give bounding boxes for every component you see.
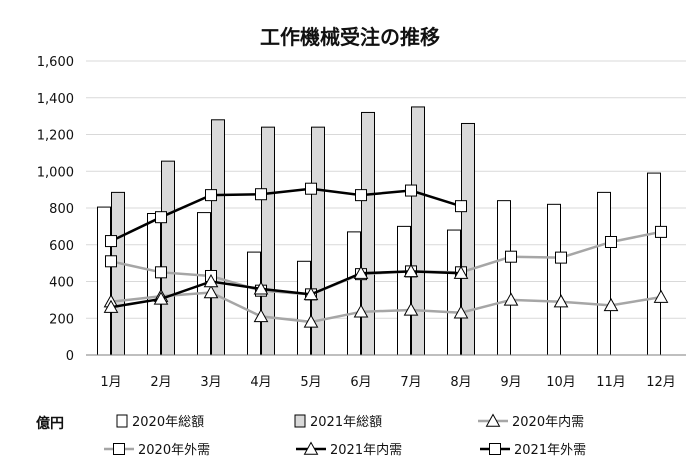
x-tick-label: 11月: [596, 375, 626, 390]
marker-2020年外需: [155, 266, 167, 279]
marker-2021年内需: [153, 291, 169, 305]
legend-label: 2021年総額: [310, 415, 382, 430]
marker-2020年内需: [203, 284, 219, 299]
marker-2021年外需: [155, 211, 167, 224]
legend-swatch-2021年総額: [294, 414, 306, 428]
marker-2021年外需: [205, 189, 217, 202]
series-line-2020年外需: [110, 230, 662, 296]
legend-label: 2020年外需: [138, 443, 210, 458]
bar-2020年総額: [347, 231, 361, 356]
marker-2021年外需: [405, 184, 417, 197]
series-line-2020年内需: [110, 291, 662, 324]
marker-2021年内需: [403, 263, 419, 278]
unit-label: 億円: [36, 415, 64, 432]
legend-swatch-2020年総額: [116, 414, 128, 428]
x-tick-label: 6月: [350, 375, 371, 390]
bar-2020年総額: [297, 260, 311, 356]
x-tick-label: 4月: [250, 375, 271, 390]
marker-2020年外需: [555, 251, 567, 264]
marker-2020年外需: [505, 250, 517, 263]
bar-2021年総額: [461, 122, 475, 356]
x-axis-tick-labels: 1月 2月 3月 4月 5月 6月 7月 8月 9月 10月 11月 12月: [100, 375, 675, 390]
x-tick-label: 9月: [500, 375, 521, 390]
bar-2021年総額: [361, 111, 375, 356]
marker-2020年内需: [653, 289, 669, 303]
legend-marker-2020年外需: [113, 443, 125, 455]
y-tick-label: 400: [49, 276, 74, 291]
y-tick-label: 1,400: [37, 92, 74, 107]
legend-label: 2020年内需: [512, 414, 584, 430]
marker-2020年内需: [253, 308, 269, 323]
marker-2020年内需: [403, 302, 419, 316]
marker-2020年内需: [353, 304, 369, 318]
legend: 2020年総額 2021年総額 2020年内需 2020年外需 2021年内需 2021年…: [104, 413, 586, 458]
bar-2020年総額: [97, 206, 111, 356]
marker-2020年外需: [605, 235, 617, 248]
legend-marker-2020年内需: [485, 413, 501, 427]
marker-2021年内需: [303, 286, 319, 301]
chart-title: 工作機械受注の推移: [260, 25, 440, 49]
marker-2020年内需: [303, 314, 319, 328]
y-tick-label: 1,600: [37, 55, 74, 70]
marker-2021年外需: [105, 235, 117, 248]
marker-2021年内需: [203, 273, 219, 288]
marker-2021年外需: [305, 182, 317, 195]
y-tick-label: 600: [49, 239, 74, 254]
marker-2021年外需: [355, 189, 367, 202]
bar-2020年総額: [247, 251, 261, 356]
marker-2020年内需: [553, 294, 569, 308]
bar-2020年総額: [497, 200, 511, 356]
x-tick-label: 10月: [546, 375, 576, 390]
bar-2020年総額: [447, 229, 461, 356]
bar-2021年総額: [211, 119, 225, 356]
marker-2021年内需: [253, 281, 269, 295]
y-tick-label: 200: [49, 312, 74, 327]
marker-2020年内需: [503, 292, 519, 306]
legend-label: 2021年内需: [330, 442, 402, 458]
bar-2020年総額: [397, 225, 411, 356]
marker-2021年外需: [255, 188, 267, 201]
bar-2021年総額: [161, 160, 175, 356]
x-tick-label: 1月: [100, 375, 121, 390]
legend-marker-2021年内需: [303, 441, 319, 455]
x-tick-label: 2月: [150, 375, 171, 390]
gridlines: [86, 60, 686, 319]
y-tick-label: 1,000: [37, 165, 74, 180]
legend-label: 2021年外需: [514, 443, 586, 458]
marker-2020年内需: [453, 305, 469, 319]
y-tick-label: 1,200: [37, 129, 74, 144]
x-tick-label: 3月: [200, 375, 221, 390]
legend-marker-2021年外需: [489, 443, 501, 455]
bar-2020年総額: [147, 213, 161, 356]
x-tick-label: 7月: [400, 375, 421, 390]
marker-2020年外需: [655, 225, 667, 238]
bar-2021年総額: [411, 106, 425, 356]
y-axis-tick-labels: 0 200 400 600 800 1,000 1,200 1,400 1,600: [37, 55, 74, 364]
y-tick-label: 800: [49, 202, 74, 217]
marker-2021年内需: [353, 265, 369, 279]
bar-2020年総額: [647, 172, 661, 356]
x-tick-label: 5月: [300, 375, 321, 390]
legend-label: 2020年総額: [132, 415, 204, 430]
x-tick-label: 12月: [646, 375, 676, 390]
marker-2020年内需: [603, 297, 619, 312]
marker-2021年外需: [455, 200, 467, 213]
bar-2020年総額: [547, 203, 561, 356]
series-line-2021年外需: [110, 187, 462, 243]
bar-2021年総額: [111, 191, 125, 356]
bar-2020年総額: [597, 191, 611, 356]
marker-2020年外需: [105, 255, 117, 268]
x-tick-label: 8月: [450, 375, 471, 390]
line-series: [103, 182, 669, 328]
y-tick-label: 0: [66, 349, 74, 364]
series-line-2021年内需: [110, 270, 462, 309]
marker-2021年内需: [103, 299, 119, 313]
marker-2021年内需: [453, 265, 469, 279]
